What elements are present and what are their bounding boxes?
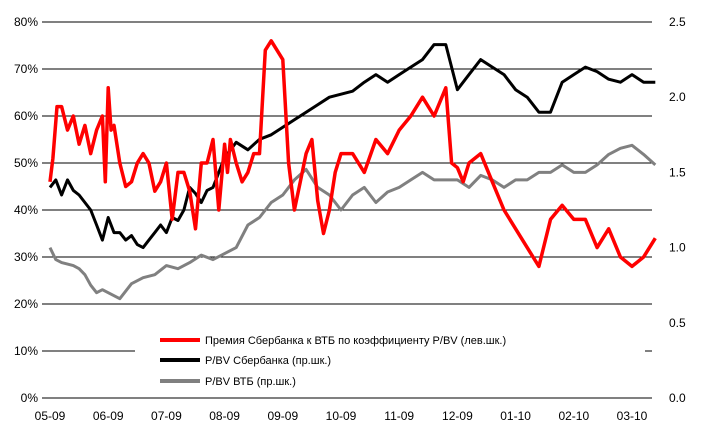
gridlines [42,21,652,399]
x-tick-label: 12-09 [442,409,473,423]
series-line-0 [48,39,657,269]
x-axis-ticks: 05-09 06-09 07-09 08-09 09-09 10-09 11-09 12-09… [35,409,648,423]
legend: Премия Сбербанка к ВТБ по коэффициенту P… [160,335,506,388]
x-tick-label: 06-09 [93,409,124,423]
y-left-tick-label: 50% [14,156,38,170]
y-right-tick-label: 2.0 [669,90,686,104]
y-axis-right: 0.0 0.5 1.0 1.5 2.0 2.5 [669,15,686,405]
y-left-tick-label: 20% [14,297,38,311]
y-left-tick-label: 30% [14,250,38,264]
legend-label: P/BV ВТБ (пр.шк.) [205,376,296,388]
y-left-tick-label: 40% [14,203,38,217]
x-tick-label: 10-09 [326,409,357,423]
series-group [48,39,657,301]
y-left-tick-label: 0% [21,391,39,405]
x-tick-label: 09-09 [267,409,298,423]
series-line-1 [48,43,656,250]
y-left-tick-label: 70% [14,62,38,76]
legend-label: P/BV Сбербанка (пр.шк.) [205,355,331,367]
x-tick-label: 07-09 [151,409,182,423]
series-line-2 [48,143,657,301]
x-tick-label: 05-09 [35,409,66,423]
y-left-tick-label: 10% [14,344,38,358]
y-right-tick-label: 0.5 [669,316,686,330]
x-tick-label: 03-10 [617,409,648,423]
y-left-tick-label: 60% [14,109,38,123]
y-right-tick-label: 1.0 [669,241,686,255]
y-axis-left: 0% 10% 20% 30% 40% 50% 60% 70% 80% [14,15,38,405]
y-left-tick-label: 80% [14,15,38,29]
legend-label: Премия Сбербанка к ВТБ по коэффициенту P… [205,335,506,347]
y-right-tick-label: 2.5 [669,15,686,29]
x-tick-label: 08-09 [209,409,240,423]
y-right-tick-label: 0.0 [669,391,686,405]
x-tick-label: 11-09 [384,409,414,423]
x-tick-label: 02-10 [558,409,589,423]
y-right-tick-label: 1.5 [669,165,686,179]
x-tick-label: 01-10 [500,409,531,423]
